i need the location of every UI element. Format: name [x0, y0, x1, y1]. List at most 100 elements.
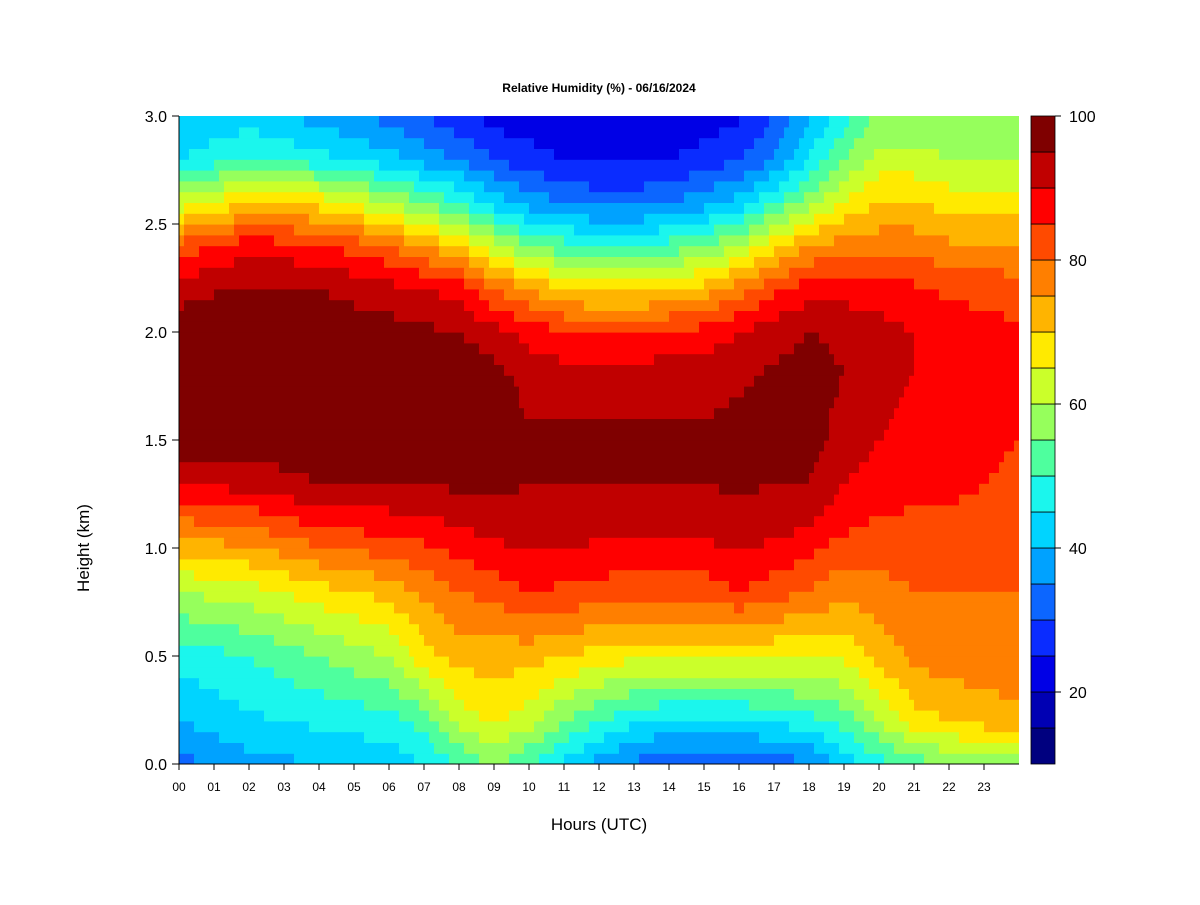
heatmap-cell: [494, 526, 500, 538]
heatmap-cell: [499, 310, 505, 322]
heatmap-cell: [284, 137, 290, 149]
heatmap-cell: [184, 278, 190, 290]
heatmap-cell: [209, 180, 215, 193]
heatmap-cell: [224, 634, 230, 646]
heatmap-cell: [284, 548, 290, 560]
heatmap-cell: [199, 224, 205, 236]
heatmap-cell: [564, 159, 570, 171]
heatmap-cell: [399, 116, 405, 128]
heatmap-cell: [439, 342, 445, 355]
heatmap-cell: [229, 386, 235, 398]
heatmap-cell: [364, 386, 370, 398]
heatmap-cell: [404, 310, 410, 322]
heatmap-cell: [209, 688, 215, 700]
heatmap-cell: [344, 569, 350, 581]
heatmap-cell: [274, 256, 280, 268]
heatmap-cell: [394, 429, 400, 441]
heatmap-cell: [504, 515, 510, 527]
heatmap-cell: [519, 666, 525, 679]
heatmap-cell: [569, 494, 575, 506]
heatmap-cell: [429, 299, 435, 311]
heatmap-cell: [194, 483, 200, 495]
heatmap-cell: [259, 191, 265, 203]
heatmap-cell: [584, 440, 590, 452]
heatmap-cell: [244, 677, 250, 689]
heatmap-cell: [434, 191, 440, 203]
heatmap-cell: [374, 213, 380, 225]
heatmap-cell: [439, 537, 445, 549]
heatmap-cell: [574, 202, 580, 214]
heatmap-cell: [184, 267, 190, 279]
heatmap-cell: [204, 537, 210, 549]
heatmap-cell: [539, 753, 545, 764]
heatmap-cell: [519, 224, 525, 236]
heatmap-cell: [524, 418, 530, 430]
heatmap-cell: [459, 666, 465, 679]
heatmap-cell: [484, 148, 490, 160]
heatmap-cell: [384, 429, 390, 441]
heatmap-cell: [284, 634, 290, 646]
heatmap-cell: [414, 396, 420, 409]
heatmap-cell: [439, 159, 445, 171]
heatmap-cell: [429, 494, 435, 506]
heatmap-cell: [444, 515, 450, 527]
heatmap-cell: [289, 548, 295, 560]
heatmap-cell: [464, 569, 470, 581]
heatmap-cell: [449, 396, 455, 409]
heatmap-cell: [504, 234, 510, 247]
heatmap-cell: [589, 742, 595, 754]
heatmap-cell: [589, 688, 595, 700]
heatmap-cell: [399, 483, 405, 495]
heatmap-cell: [389, 483, 395, 495]
heatmap-cell: [184, 645, 190, 657]
heatmap-cell: [469, 116, 475, 128]
heatmap-cell: [354, 753, 360, 764]
heatmap-cell: [429, 267, 435, 279]
heatmap-cell: [534, 191, 540, 203]
heatmap-cell: [509, 396, 515, 409]
heatmap-cell: [409, 688, 415, 700]
heatmap-cell: [404, 267, 410, 279]
heatmap-cell: [304, 375, 310, 387]
heatmap-cell: [474, 159, 480, 171]
heatmap-cell: [239, 375, 245, 387]
heatmap-cell: [184, 342, 190, 355]
heatmap-cell: [444, 526, 450, 538]
heatmap-cell: [519, 126, 525, 139]
heatmap-cell: [189, 148, 195, 160]
heatmap-cell: [289, 677, 295, 689]
heatmap-cell: [404, 191, 410, 203]
heatmap-cell: [249, 375, 255, 387]
heatmap-cell: [279, 116, 285, 128]
heatmap-cell: [319, 677, 325, 689]
heatmap-cell: [509, 429, 515, 441]
heatmap-cell: [384, 321, 390, 333]
heatmap-cell: [484, 634, 490, 646]
heatmap-cell: [179, 288, 185, 301]
heatmap-cell: [559, 342, 565, 355]
heatmap-cell: [424, 515, 430, 527]
heatmap-cell: [244, 440, 250, 452]
heatmap-cell: [469, 461, 475, 473]
heatmap-cell: [274, 440, 280, 452]
heatmap-cell: [399, 526, 405, 538]
heatmap-cell: [274, 234, 280, 247]
heatmap-cell: [454, 191, 460, 203]
heatmap-cell: [219, 483, 225, 495]
heatmap-cell: [494, 299, 500, 311]
heatmap-cell: [584, 213, 590, 225]
heatmap-cell: [434, 202, 440, 214]
heatmap-cell: [279, 310, 285, 322]
heatmap-cell: [519, 688, 525, 700]
heatmap-cell: [369, 213, 375, 225]
heatmap-cell: [559, 580, 565, 592]
heatmap-cell: [374, 677, 380, 689]
heatmap-cell: [264, 180, 270, 193]
heatmap-cell: [289, 612, 295, 625]
heatmap-cell: [274, 450, 280, 463]
heatmap-cell: [229, 569, 235, 581]
heatmap-cell: [479, 623, 485, 635]
heatmap-cell: [284, 472, 290, 484]
heatmap-cell: [339, 742, 345, 754]
heatmap-cell: [464, 245, 470, 257]
